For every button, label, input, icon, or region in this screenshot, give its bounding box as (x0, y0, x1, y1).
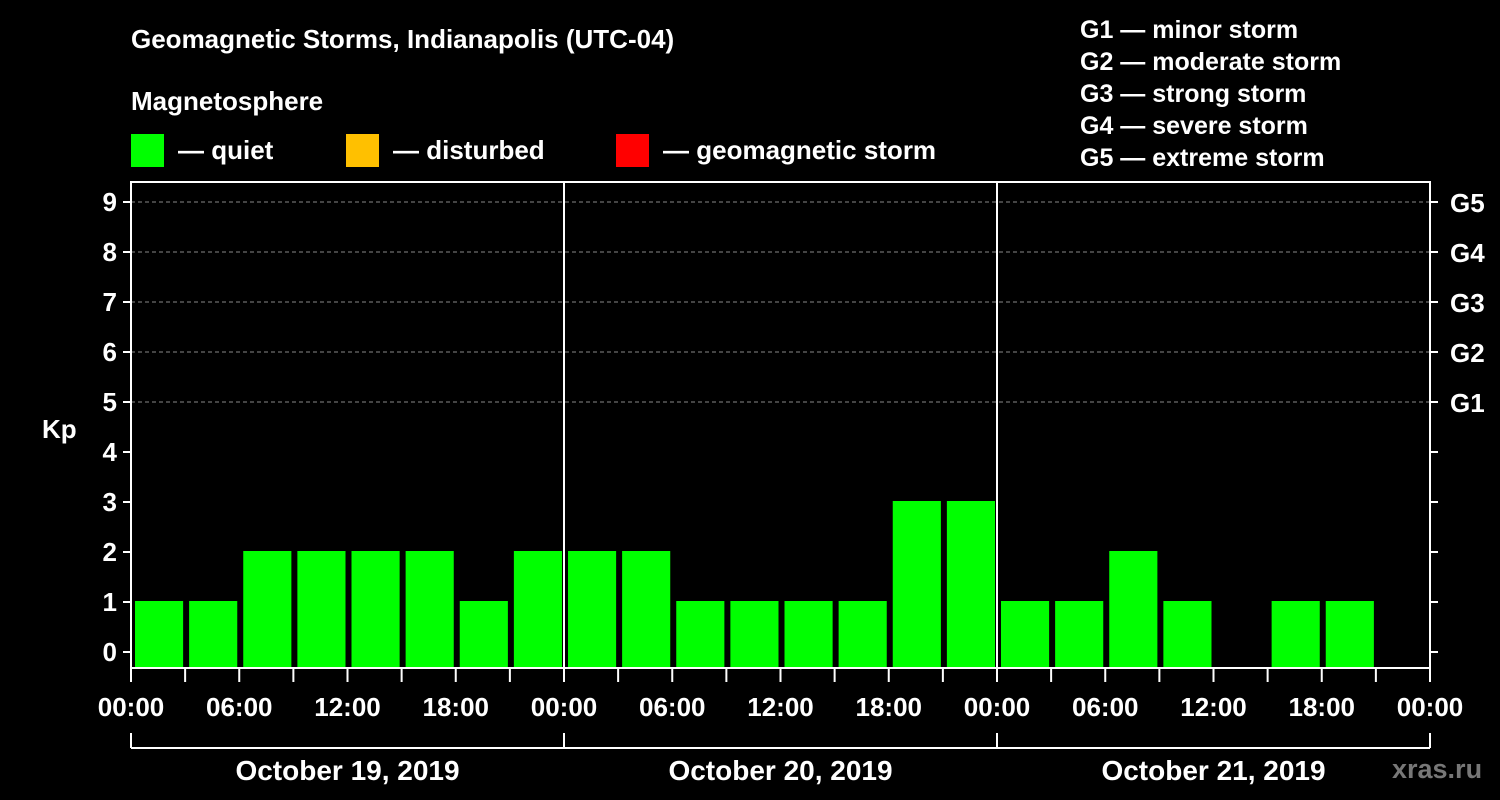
g-level-label: G2 (1450, 338, 1485, 368)
g-level-label: G4 (1450, 238, 1485, 268)
kp-bar (1163, 601, 1212, 668)
x-tick-label: 12:00 (1180, 692, 1247, 722)
y-tick-label: 9 (103, 187, 117, 217)
grid-lines (131, 201, 1430, 403)
g-level-label: G1 (1450, 388, 1485, 418)
axis-labels: 0 1 2 3 4 5 6 7 8 9 G1 G2 G3 G4 G5 Kp 00:00 06:00 12:00 18:… (42, 187, 1485, 786)
x-tick-label: 18:00 (856, 692, 923, 722)
legend-item-quiet: — quiet (131, 133, 273, 167)
y-tick-label: 1 (103, 587, 117, 617)
x-tick-label: 06:00 (639, 692, 706, 722)
chart-subtitle: Magnetosphere (131, 86, 324, 116)
x-tick-label: 00:00 (964, 692, 1031, 722)
day-label: October 21, 2019 (1101, 755, 1325, 786)
g-level-label: G3 (1450, 288, 1485, 318)
legend-label-quiet: — quiet (178, 134, 274, 165)
g-level-label: G5 (1450, 188, 1485, 218)
kp-bar (189, 601, 238, 668)
x-tick-label: 12:00 (747, 692, 814, 722)
y-tick-label: 4 (103, 437, 118, 467)
kp-bar (405, 551, 454, 668)
kp-bar (1109, 551, 1158, 668)
y-tick-label: 5 (103, 387, 117, 417)
kp-bar (297, 551, 346, 668)
kp-bars (135, 501, 1374, 668)
kp-bar (784, 601, 833, 668)
axes (123, 181, 1438, 749)
kp-bar (1271, 601, 1320, 668)
x-tick-label: 18:00 (423, 692, 490, 722)
storm-scale-g1: G1 — minor storm (1080, 16, 1299, 44)
legend-item-storm: — geomagnetic storm (616, 133, 936, 167)
x-tick-label: 12:00 (314, 692, 381, 722)
kp-bar (513, 551, 562, 668)
legend-label-storm: — geomagnetic storm (663, 134, 937, 165)
storm-scale-g5: G5 — extreme storm (1080, 144, 1325, 172)
legend-item-disturbed: — disturbed (346, 133, 545, 167)
y-tick-label: 7 (103, 287, 117, 317)
legend-swatch-disturbed (346, 133, 379, 167)
legend-swatch-quiet (131, 133, 164, 167)
kp-bar (730, 601, 779, 668)
kp-bar (1001, 601, 1050, 668)
y-tick-label: 0 (103, 637, 117, 667)
kp-bar (568, 551, 617, 668)
kp-bar (1055, 601, 1104, 668)
day-label: October 19, 2019 (235, 755, 459, 786)
y-tick-label: 3 (103, 487, 117, 517)
kp-bar (1325, 601, 1374, 668)
y-tick-label: 8 (103, 237, 117, 267)
y-tick-label: 6 (103, 337, 117, 367)
y-tick-label: 2 (103, 537, 117, 567)
x-tick-label: 06:00 (206, 692, 273, 722)
y-axis-label: Kp (42, 414, 77, 444)
x-tick-label: 00:00 (531, 692, 598, 722)
kp-bar (946, 501, 995, 668)
kp-bar (135, 601, 184, 668)
kp-bar (243, 551, 292, 668)
storm-scale-g3: G3 — strong storm (1080, 80, 1307, 108)
storm-scale-list: G1 — minor storm G2 — moderate storm G3 … (1080, 14, 1341, 174)
day-label: October 20, 2019 (668, 755, 892, 786)
kp-bar (838, 601, 887, 668)
x-tick-label: 18:00 (1289, 692, 1356, 722)
storm-scale-g4: G4 — severe storm (1080, 112, 1308, 140)
watermark: xras.ru (1392, 754, 1483, 784)
chart-title: Geomagnetic Storms, Indianapolis (UTC-04… (131, 24, 675, 54)
legend-label-disturbed: — disturbed (393, 134, 545, 165)
kp-bar (622, 551, 671, 668)
legend-swatch-storm (616, 133, 649, 167)
x-tick-label: 00:00 (1397, 692, 1464, 722)
kp-bar (351, 551, 400, 668)
kp-bar (676, 601, 725, 668)
x-tick-label: 00:00 (98, 692, 165, 722)
kp-bar (459, 601, 508, 668)
kp-bar (892, 501, 941, 668)
x-tick-label: 06:00 (1072, 692, 1139, 722)
storm-scale-g2: G2 — moderate storm (1080, 48, 1342, 76)
